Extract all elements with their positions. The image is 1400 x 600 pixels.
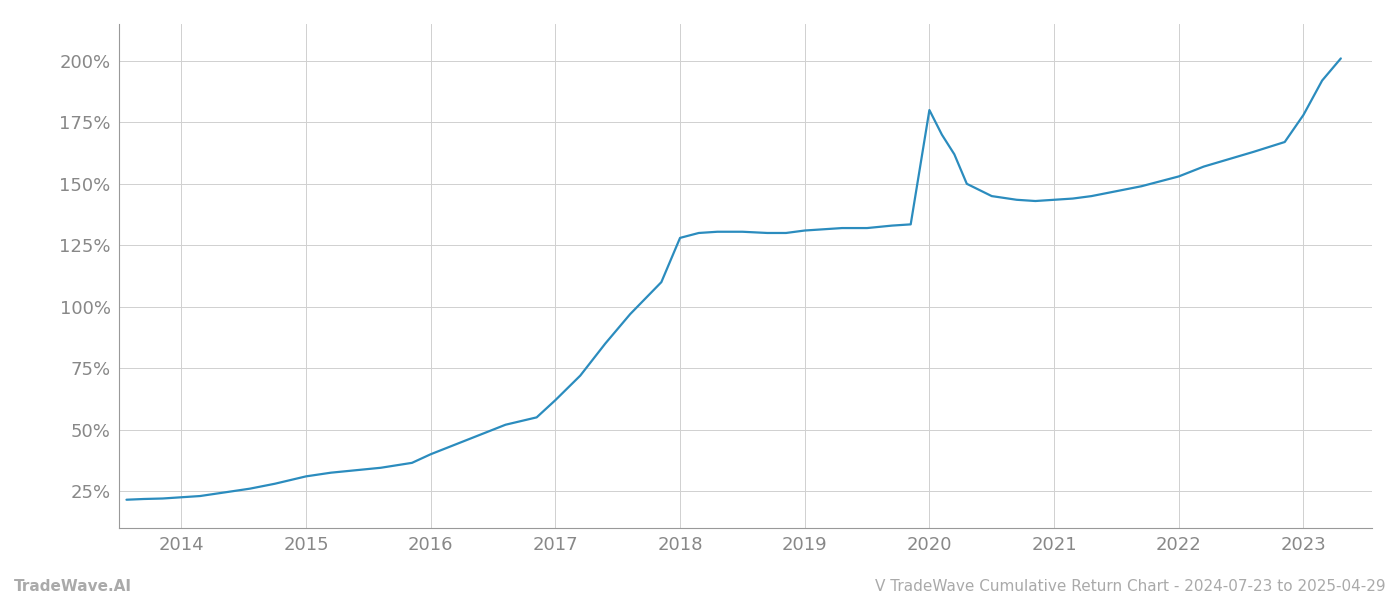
Text: TradeWave.AI: TradeWave.AI (14, 579, 132, 594)
Text: V TradeWave Cumulative Return Chart - 2024-07-23 to 2025-04-29: V TradeWave Cumulative Return Chart - 20… (875, 579, 1386, 594)
